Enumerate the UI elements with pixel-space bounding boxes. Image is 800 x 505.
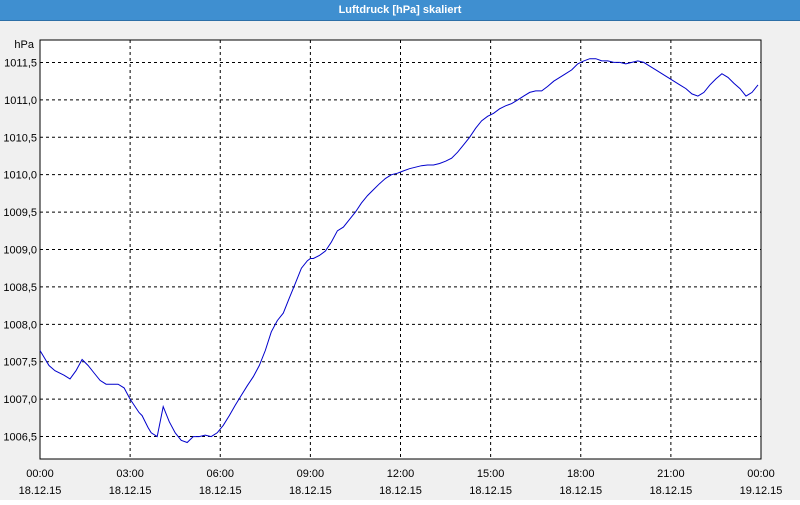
y-tick-label: 1010,0	[3, 170, 37, 182]
plot-frame	[39, 39, 762, 460]
x-tick-label-time: 18:00	[567, 468, 595, 480]
x-tick-label-date: 18.12.15	[19, 485, 62, 497]
y-tick-label: 1006,5	[3, 432, 37, 444]
x-tick-label-date: 18.12.15	[109, 485, 152, 497]
x-tick-label-time: 15:00	[477, 468, 505, 480]
x-tick-label-time: 09:00	[297, 468, 325, 480]
pressure-series-line	[39, 58, 759, 444]
y-tick-label: 1008,5	[3, 282, 37, 294]
chart-title: Luftdruck [hPa] skaliert	[0, 0, 800, 21]
x-tick-label-time: 06:00	[206, 468, 234, 480]
x-tick-label-date: 18.12.15	[469, 485, 512, 497]
y-tick-label: 1009,0	[3, 245, 37, 257]
x-tick-label-time: 21:00	[657, 468, 685, 480]
y-tick-label: 1009,5	[3, 207, 37, 219]
y-tick-label: 1007,5	[3, 357, 37, 369]
x-tick-label-date: 18.12.15	[559, 485, 602, 497]
x-tick-label-date: 18.12.15	[199, 485, 242, 497]
y-tick-label: 1011,0	[4, 95, 37, 107]
y-axis-label: hPa	[14, 39, 34, 51]
x-tick-label-date: 18.12.15	[379, 485, 422, 497]
y-tick-label: 1010,5	[3, 132, 37, 144]
x-tick-label-date: 18.12.15	[289, 485, 332, 497]
y-tick-label: 1011,5	[4, 57, 37, 69]
y-tick-label: 1007,0	[3, 394, 37, 406]
x-tick-label-time: 00:00	[747, 468, 775, 480]
x-tick-label-date: 18.12.15	[649, 485, 692, 497]
y-tick-label: 1008,0	[3, 319, 37, 331]
chart-area: 1006,5 1007,0 1007,5 1008,0 1008,5 1009,0 1009…	[0, 21, 800, 500]
x-tick-label-time: 03:00	[116, 468, 144, 480]
x-tick-label-time: 00:00	[26, 468, 54, 480]
x-tick-label-time: 12:00	[387, 468, 415, 480]
pressure-chart: 1006,5 1007,0 1007,5 1008,0 1008,5 1009,0 1009…	[3, 39, 783, 497]
x-tick-label-date: 19.12.15	[740, 485, 783, 497]
